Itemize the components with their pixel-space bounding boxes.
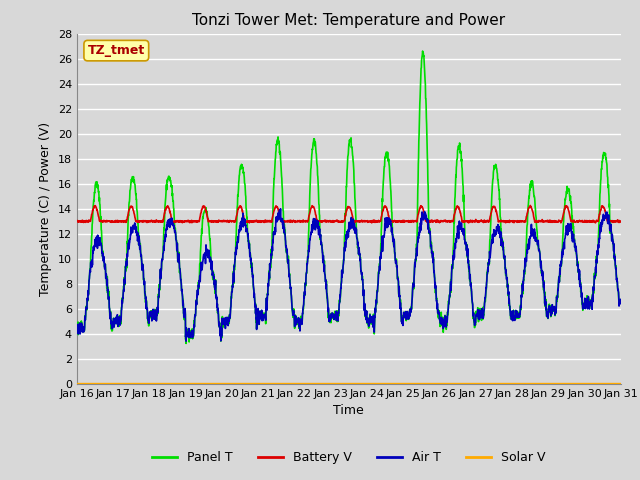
Title: Tonzi Tower Met: Temperature and Power: Tonzi Tower Met: Temperature and Power xyxy=(192,13,506,28)
X-axis label: Time: Time xyxy=(333,405,364,418)
Y-axis label: Temperature (C) / Power (V): Temperature (C) / Power (V) xyxy=(39,122,52,296)
Text: TZ_tmet: TZ_tmet xyxy=(88,44,145,57)
Legend: Panel T, Battery V, Air T, Solar V: Panel T, Battery V, Air T, Solar V xyxy=(147,446,550,469)
